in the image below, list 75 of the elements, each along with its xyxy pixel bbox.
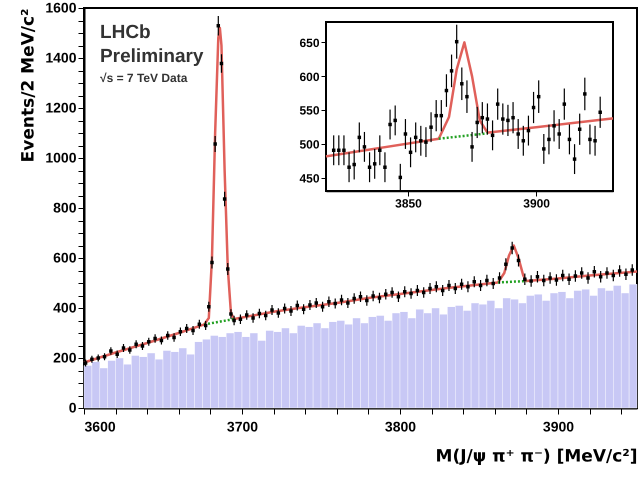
point xyxy=(434,114,438,118)
point xyxy=(532,106,536,110)
y-tick-label: 200 xyxy=(53,350,77,366)
y-tick-label: 400 xyxy=(53,300,77,316)
point xyxy=(450,69,454,73)
y-tick-label: 1600 xyxy=(45,0,77,16)
point xyxy=(383,166,387,169)
point xyxy=(542,147,546,151)
point xyxy=(444,88,448,92)
x-tick-label: 3900 xyxy=(523,196,550,210)
point xyxy=(362,145,366,149)
point xyxy=(480,116,484,120)
point xyxy=(393,118,397,122)
point xyxy=(475,120,479,124)
y-tick-label: 0 xyxy=(68,400,77,416)
point xyxy=(337,148,341,152)
point xyxy=(368,166,372,169)
point xyxy=(588,138,592,142)
point xyxy=(598,110,602,114)
point xyxy=(429,125,433,129)
point xyxy=(398,176,402,180)
point xyxy=(372,162,376,166)
point xyxy=(501,117,505,121)
point xyxy=(486,117,490,121)
point xyxy=(470,145,474,149)
point xyxy=(547,138,551,142)
annotation: Preliminary xyxy=(100,46,204,67)
line-series xyxy=(324,41,614,158)
point xyxy=(522,139,526,143)
point xyxy=(419,139,423,143)
point xyxy=(414,136,418,140)
point xyxy=(496,102,500,106)
point xyxy=(552,124,556,128)
y-tick-label: 1000 xyxy=(45,150,77,166)
point xyxy=(465,94,469,98)
point xyxy=(378,148,382,152)
x-tick-label: 3850 xyxy=(395,196,422,210)
point xyxy=(490,134,494,138)
point xyxy=(440,114,444,118)
x-axis-title: M(J/ψ π⁺ π⁻) [MeV/c²] xyxy=(436,446,638,466)
y-axis-title: Events/2 MeV/c² xyxy=(18,8,38,162)
point xyxy=(352,162,356,166)
x-tick-label: 3800 xyxy=(384,418,416,434)
y-tick-label: 1200 xyxy=(45,100,77,116)
point xyxy=(536,94,540,98)
y-tick-label: 450 xyxy=(299,172,320,186)
point xyxy=(511,116,515,120)
point xyxy=(578,128,582,131)
point xyxy=(460,82,464,86)
point xyxy=(562,102,566,106)
y-tick-label: 500 xyxy=(299,138,320,152)
x-tick-label: 3600 xyxy=(84,418,116,434)
y-tick-label: 1400 xyxy=(45,50,77,66)
annotation: √s = 7 TeV Data xyxy=(100,71,188,85)
x-tick-label: 3900 xyxy=(542,418,574,434)
point xyxy=(572,157,576,161)
y-tick-label: 550 xyxy=(299,104,320,118)
point xyxy=(593,139,597,143)
y-tick-label: 650 xyxy=(299,36,320,50)
point xyxy=(583,92,587,96)
point xyxy=(342,148,346,152)
point xyxy=(408,150,412,154)
point xyxy=(506,118,510,122)
y-tick-label: 800 xyxy=(53,200,77,216)
y-tick-label: 600 xyxy=(299,70,320,84)
annotation: LHCb xyxy=(100,22,151,43)
point xyxy=(526,128,530,132)
x-tick-label: 3700 xyxy=(226,418,258,434)
point xyxy=(332,148,336,152)
point xyxy=(358,136,362,140)
y-tick-label: 600 xyxy=(53,250,77,266)
point xyxy=(568,138,572,142)
point xyxy=(424,140,428,144)
point xyxy=(454,40,458,44)
point xyxy=(347,166,351,169)
